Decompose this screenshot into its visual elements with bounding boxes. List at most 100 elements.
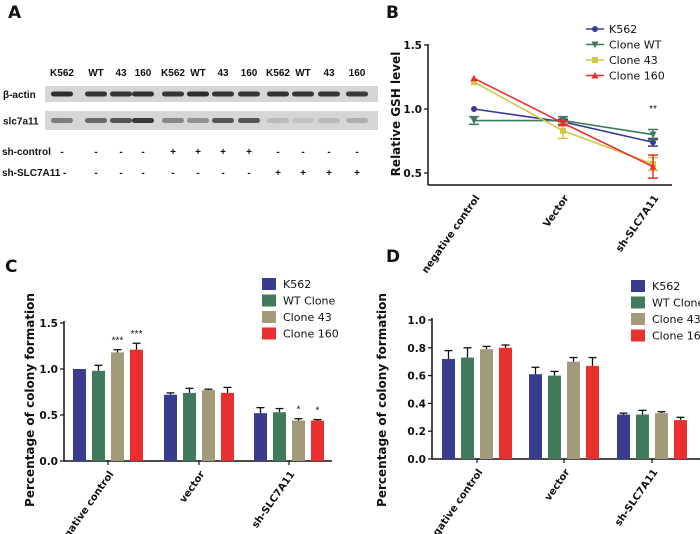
bar xyxy=(183,392,196,461)
y-tick-label: 0.4 xyxy=(407,398,426,410)
blot-band xyxy=(346,91,368,97)
condition-mark: - xyxy=(327,147,330,158)
bar xyxy=(461,357,474,459)
condition-mark: - xyxy=(355,147,358,158)
blot-band xyxy=(110,118,132,123)
bar xyxy=(674,420,687,459)
condition-mark: - xyxy=(94,147,97,158)
legend-label: WT Clone xyxy=(283,295,336,308)
marker-circle xyxy=(471,106,477,112)
panel-label-a: A xyxy=(8,3,22,23)
legend-label: K562 xyxy=(609,23,637,36)
y-tick-label: 0.5 xyxy=(403,168,422,180)
bar xyxy=(130,349,143,461)
series-clone-43: **** xyxy=(111,336,305,461)
bar xyxy=(111,352,124,461)
significance-annotation: * xyxy=(316,406,320,417)
x-tick-label: Vector xyxy=(542,193,572,229)
y-tick-label: 1.5 xyxy=(39,318,58,330)
blot-band xyxy=(267,118,289,123)
blot-band xyxy=(187,118,209,123)
panel-a-western-blot: A K562 WT 43 160 K562 WT 43 160 K562 WT 43 160 β-acti… xyxy=(2,3,378,179)
legend-label: Clone 43 xyxy=(652,313,700,326)
marker-triangle-up xyxy=(591,72,599,79)
marker-square xyxy=(471,79,477,86)
lane-label: K562 xyxy=(266,68,290,79)
bar xyxy=(311,420,324,461)
y-tick-label: 1.5 xyxy=(403,40,422,52)
legend-label: Clone 43 xyxy=(609,54,658,67)
significance-annotation: *** xyxy=(131,329,143,340)
bar xyxy=(202,390,215,461)
blot-band xyxy=(292,118,314,123)
legend-swatch xyxy=(631,329,645,342)
x-tick-label: vector xyxy=(178,469,208,505)
blot-band xyxy=(85,91,107,97)
y-tick-label: 0.0 xyxy=(407,454,426,466)
blot-membrane xyxy=(45,86,378,102)
blot-band xyxy=(132,118,154,123)
legend-label: Clone 160 xyxy=(283,328,339,341)
bar xyxy=(164,394,177,461)
x-tick-label: sh-SLC7A11 xyxy=(614,193,661,254)
significance-annotation: ** xyxy=(649,104,657,115)
series-clone-160 xyxy=(470,74,658,179)
series-k562 xyxy=(442,349,630,459)
condition-mark: - xyxy=(221,168,224,179)
bar xyxy=(254,413,267,461)
bar xyxy=(548,375,561,459)
blot-band xyxy=(346,118,368,123)
condition-mark: - xyxy=(247,168,250,179)
condition-mark: - xyxy=(94,168,97,179)
x-tick-label: sh-SLC7A11 xyxy=(250,469,297,530)
legend-label: WT Clone xyxy=(652,297,700,310)
blot-band xyxy=(212,91,234,97)
condition-mark: + xyxy=(326,168,332,179)
lane-label: 43 xyxy=(323,68,335,79)
condition-mark: + xyxy=(300,168,306,179)
bar xyxy=(586,365,599,459)
condition-label: sh-SLC7A11 - xyxy=(2,168,66,179)
lane-label: 43 xyxy=(217,68,229,79)
lane-label: 160 xyxy=(349,68,366,79)
series-clone-160: **** xyxy=(130,329,324,461)
condition-mark: + xyxy=(354,168,360,179)
condition-mark: - xyxy=(60,147,63,158)
marker-triangle-up xyxy=(649,163,657,170)
significance-annotation: * xyxy=(297,405,301,416)
condition-mark: - xyxy=(119,168,122,179)
lane-label: WT xyxy=(190,68,206,79)
y-tick-label: 0.0 xyxy=(39,456,58,468)
legend-swatch xyxy=(262,311,276,323)
bar xyxy=(529,374,542,459)
marker-triangle-down xyxy=(470,117,478,125)
bar xyxy=(273,412,286,461)
lane-label: WT xyxy=(88,68,104,79)
blot-band xyxy=(212,118,234,123)
legend-label: K562 xyxy=(283,278,311,291)
marker-triangle-down xyxy=(591,41,599,48)
bar xyxy=(636,414,649,459)
x-tick-label: sh-SLC7A11 xyxy=(613,467,660,528)
marker-square xyxy=(592,57,598,63)
marker-triangle-down xyxy=(649,131,657,139)
condition-mark: - xyxy=(171,168,174,179)
blot-band xyxy=(318,91,340,97)
lane-label: K562 xyxy=(50,68,74,79)
marker-circle xyxy=(592,26,598,32)
bar xyxy=(221,392,234,461)
series-clone-160 xyxy=(499,344,687,459)
blot-band xyxy=(238,118,260,123)
blot-band xyxy=(132,91,154,97)
legend-label: Clone 160 xyxy=(652,330,700,343)
series-wt-clone xyxy=(461,347,649,459)
series-clone-43 xyxy=(480,345,668,459)
bar xyxy=(567,361,580,459)
condition-mark: - xyxy=(141,168,144,179)
legend-swatch xyxy=(262,278,276,290)
legend-swatch xyxy=(631,280,645,292)
x-tick-label: negative control xyxy=(420,193,482,275)
bar xyxy=(292,420,305,461)
